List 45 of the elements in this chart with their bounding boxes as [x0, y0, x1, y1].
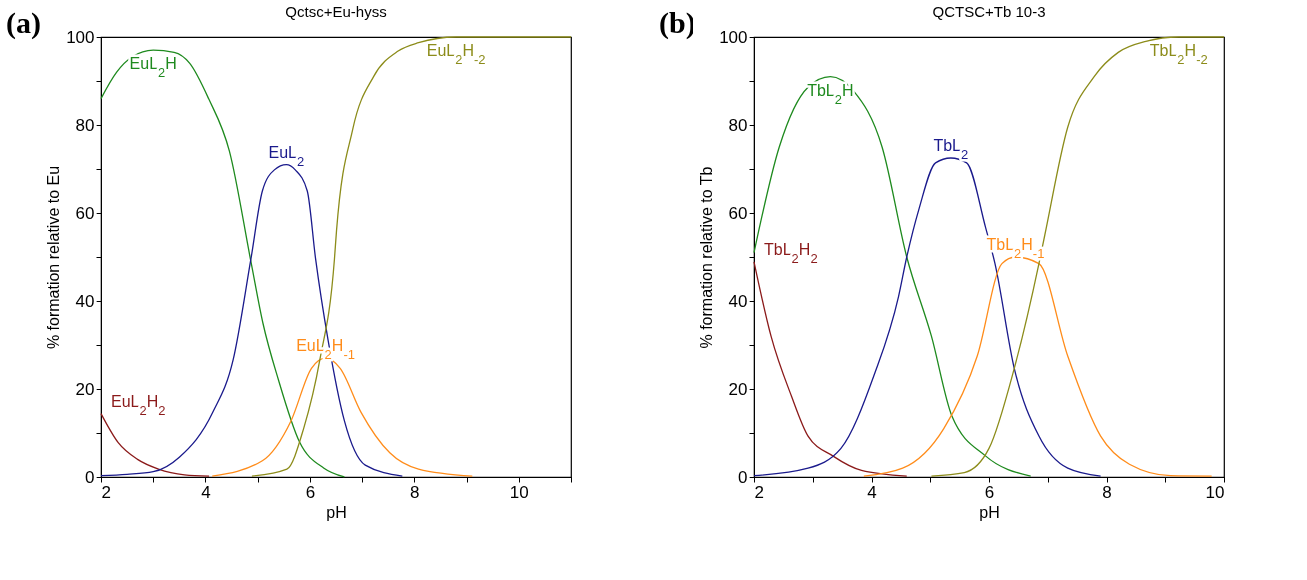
y-tick-label: 40 — [75, 291, 95, 311]
x-tick-label: 4 — [201, 482, 211, 502]
chart-title: Qctsc+Eu-hyss — [285, 3, 387, 20]
line-series — [753, 261, 908, 477]
chart-title: QCTSC+Tb 10-3 — [932, 3, 1046, 20]
y-tick-label: 80 — [728, 115, 748, 135]
series-label: TbL$_{2}$H$_{2}$ — [764, 240, 818, 266]
x-tick-label: 8 — [1102, 482, 1112, 502]
series-label: TbL$_{2}$H — [807, 81, 854, 107]
y-tick-label: 100 — [66, 27, 95, 47]
x-tick-label: 10 — [1205, 482, 1225, 502]
y-tick-label: 0 — [738, 467, 748, 487]
x-tick-label: 4 — [867, 482, 877, 502]
x-tick-label: 6 — [984, 482, 995, 502]
x-tick-label: 8 — [410, 482, 420, 502]
y-tick-label: 80 — [75, 115, 95, 135]
y-axis-title: % formation relative to Eu — [45, 165, 63, 350]
y-tick-label: 40 — [728, 291, 748, 311]
text: (a) — [6, 6, 41, 40]
series-label: EuL$_{2}$H$_{-2}$ — [426, 42, 486, 67]
x-tick-label: 10 — [509, 482, 529, 502]
y-tick-label: 20 — [728, 379, 748, 399]
x-tick-label: 6 — [305, 482, 316, 502]
line-series — [211, 357, 473, 477]
x-axis-title: pH — [979, 503, 1000, 521]
y-tick-label: 20 — [75, 379, 95, 399]
y-tick-label: 60 — [75, 203, 95, 223]
x-tick-label: 2 — [754, 482, 764, 502]
line-series — [753, 157, 1102, 477]
line-series — [863, 256, 1213, 477]
series-label: EuL$_{2}$H$_{2}$ — [111, 392, 166, 418]
text: (b) — [659, 6, 696, 40]
line-series — [753, 75, 1032, 477]
series-label: TbL$_{2}$H$_{-2}$ — [1149, 42, 1208, 67]
series-label: EuL$_{2}$ — [268, 143, 305, 169]
series-label: TbL$_{2}$ — [933, 137, 969, 162]
y-tick-label: 0 — [85, 467, 95, 487]
y-tick-label: 100 — [719, 27, 748, 47]
line-series — [930, 36, 1225, 477]
y-axis-title: % formation relative to Tb — [698, 166, 716, 349]
y-tick-label: 60 — [728, 203, 748, 223]
x-axis-title: pH — [326, 503, 347, 521]
x-tick-label: 2 — [101, 482, 111, 502]
line-series — [100, 49, 346, 478]
line-series — [251, 36, 572, 477]
